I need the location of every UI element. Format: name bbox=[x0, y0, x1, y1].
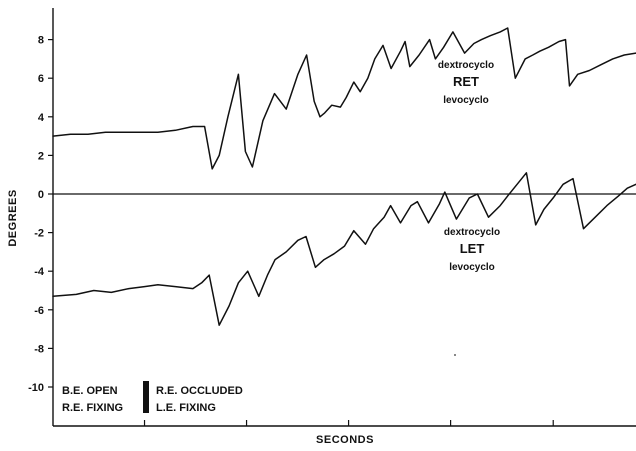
legend-re-occluded: R.E. OCCLUDED bbox=[156, 385, 243, 397]
y-tick-label: -2 bbox=[34, 228, 44, 240]
series-layer bbox=[52, 27, 636, 326]
axes: 8 6 4 2 0 -2 -4 -6 -8 -10 bbox=[28, 8, 636, 427]
x-axis-title: SECONDS bbox=[316, 434, 374, 446]
y-tick-label: -8 bbox=[34, 343, 44, 355]
legend-be-open: B.E. OPEN bbox=[62, 385, 118, 397]
stray-dot bbox=[454, 354, 456, 356]
legend-le-fixing: L.E. FIXING bbox=[156, 402, 216, 414]
let-annotation-top: dextrocyclo bbox=[444, 227, 500, 238]
ret-annotation-top: dextrocyclo bbox=[438, 60, 494, 71]
y-axis-title: DEGREES bbox=[7, 189, 19, 246]
y-tick-label: -6 bbox=[34, 305, 44, 317]
series-line-let bbox=[52, 172, 636, 326]
let-annotation-label: LET bbox=[460, 241, 485, 256]
y-tick-label: -10 bbox=[28, 382, 44, 394]
y-tick-label: 8 bbox=[38, 35, 44, 47]
y-tick-label: 6 bbox=[38, 73, 44, 85]
y-tick-label: 4 bbox=[38, 112, 45, 124]
legend-re-fixing: R.E. FIXING bbox=[62, 402, 123, 414]
y-tick-label: 2 bbox=[38, 150, 44, 162]
ret-annotation-bottom: levocyclo bbox=[443, 95, 489, 106]
let-annotation-bottom: levocyclo bbox=[449, 262, 495, 273]
y-tick-label: 0 bbox=[38, 189, 44, 201]
y-tick-label: -4 bbox=[34, 266, 45, 278]
series-line-ret bbox=[52, 27, 636, 170]
ret-annotation-label: RET bbox=[453, 74, 479, 89]
legend-divider-bar bbox=[143, 381, 149, 413]
